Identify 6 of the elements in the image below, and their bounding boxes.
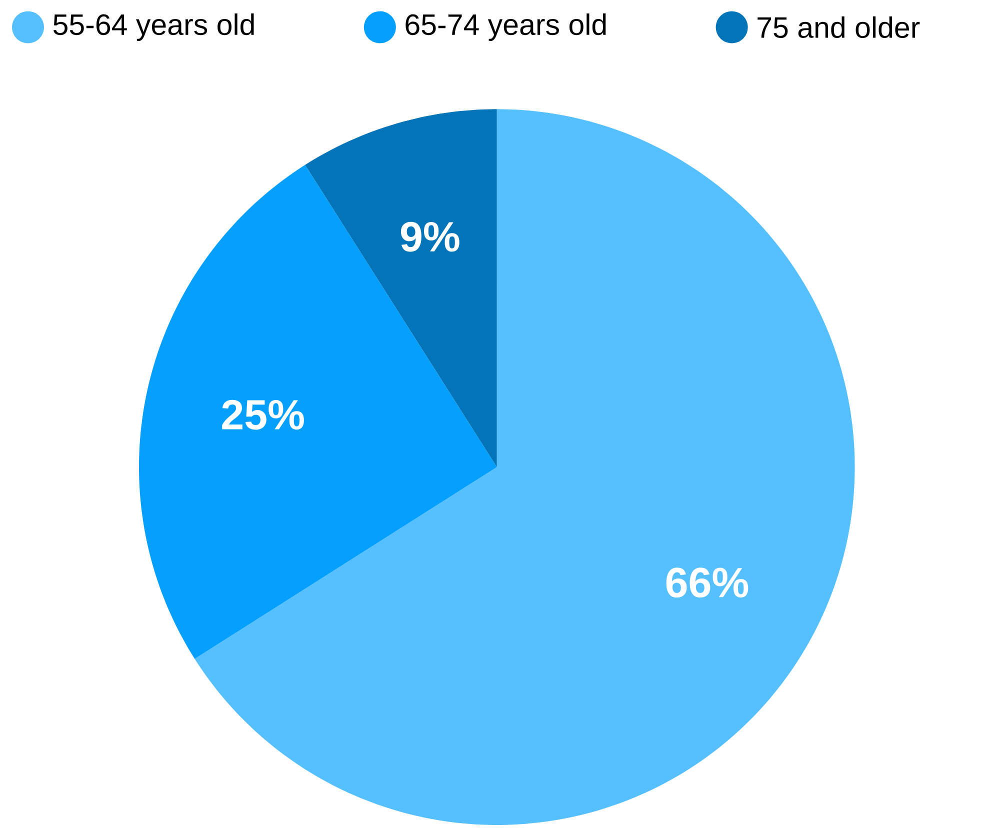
data-label: 66% [666, 568, 748, 598]
legend-label: 65-74 years old [406, 13, 606, 41]
legend-label: 55-64 years old [53, 13, 254, 41]
data-label: 9% [400, 222, 460, 252]
data-label: 25% [222, 400, 304, 430]
legend-label: 75 and older [758, 16, 920, 38]
